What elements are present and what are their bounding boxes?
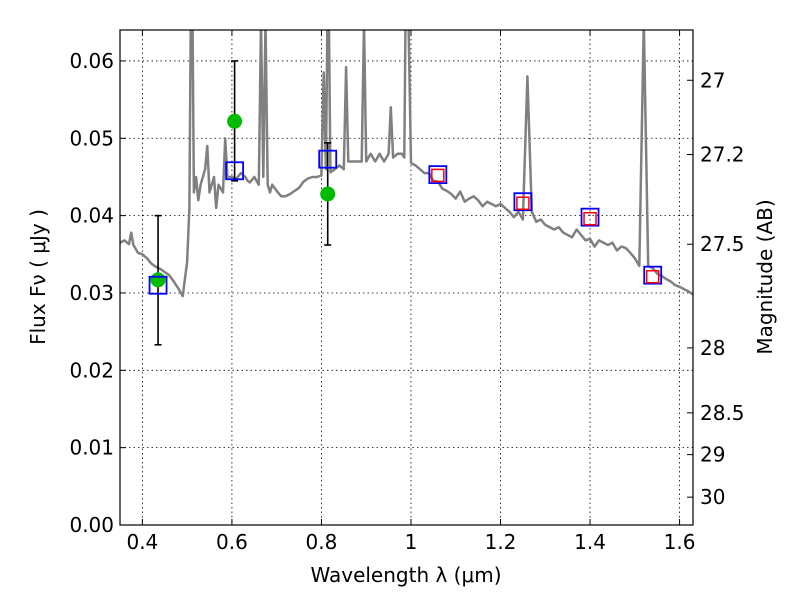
x-axis-title: Wavelength λ (μm) [310, 563, 501, 587]
model-point [513, 192, 533, 212]
x-tick-label: 1.6 [664, 530, 696, 554]
y-tick-label: 0.00 [69, 513, 114, 537]
y-tick-label: 0.03 [69, 281, 114, 305]
model-point [580, 207, 600, 227]
marker-layer [148, 60, 663, 346]
x-tick-label: 0.4 [126, 530, 158, 554]
nir-point [645, 269, 660, 284]
observed-point [227, 113, 243, 129]
y-axis-title: Flux Fν ( μJy ) [26, 209, 50, 345]
model-point [225, 161, 245, 181]
nir-point [431, 168, 445, 183]
right-tick-label: 28 [700, 336, 725, 360]
right-tick-label: 27.2 [700, 143, 745, 167]
x-tick-label: 0.6 [216, 530, 248, 554]
y-tick-label: 0.05 [69, 126, 114, 150]
observed-point [150, 272, 166, 288]
model-point [643, 265, 663, 285]
right-tick-label: 27.5 [700, 232, 745, 256]
right-tick-label: 28.5 [700, 401, 745, 425]
x-tick-label: 0.8 [306, 530, 338, 554]
x-tick-label: 1.4 [574, 530, 606, 554]
observed-point [320, 186, 336, 202]
spectrum-line [120, 30, 693, 298]
right-tick-label: 29 [700, 443, 725, 467]
plot-layer [120, 30, 693, 298]
nir-point [516, 196, 530, 210]
y-tick-label: 0.02 [69, 358, 114, 382]
model-point [148, 275, 168, 295]
y-tick-label: 0.06 [69, 49, 114, 73]
right-tick-label: 30 [700, 485, 725, 509]
x-tick-label: 1 [405, 530, 418, 554]
tick-layer: 0.4 0.6 0.8 1 1.2 1.4 1.6 0.00 0.01 0.02 0.03 0.04 0… [69, 30, 745, 554]
y-tick-label: 0.04 [69, 204, 114, 228]
x-tick-label: 1.2 [485, 530, 517, 554]
y-tick-label: 0.01 [69, 436, 114, 460]
model-point [318, 149, 338, 169]
y-axis-right-title: Magnitude (AB) [753, 199, 777, 354]
plot-frame [119, 29, 694, 526]
right-tick-label: 27 [700, 68, 725, 92]
model-point [428, 165, 448, 185]
nir-point [583, 211, 597, 226]
